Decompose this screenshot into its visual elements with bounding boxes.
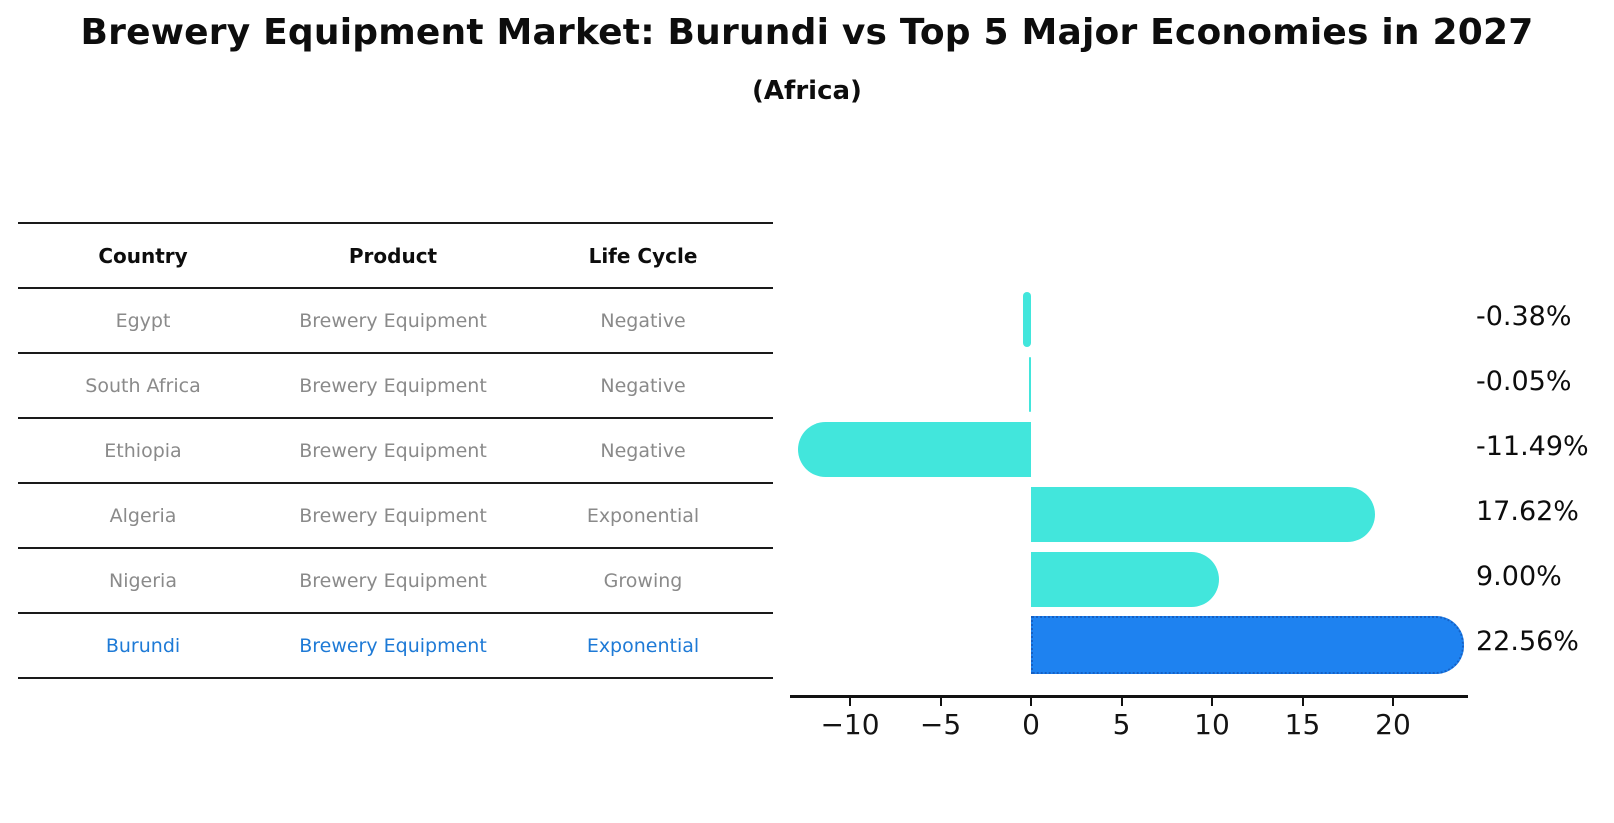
value-label-nigeria: 9.00% bbox=[1476, 560, 1562, 592]
value-label-burundi: 22.56% bbox=[1476, 625, 1579, 657]
bar-ethiopia bbox=[798, 422, 1031, 477]
column-header-lifecycle: Life Cycle bbox=[588, 243, 698, 268]
x-tick-label: 5 bbox=[1112, 708, 1131, 741]
x-tick-label: 0 bbox=[1022, 708, 1040, 741]
cell-country: Nigeria bbox=[109, 569, 177, 592]
x-tick-label: 10 bbox=[1194, 708, 1230, 741]
cell-lifecycle: Negative bbox=[600, 309, 686, 332]
bar-nigeria bbox=[1031, 552, 1219, 607]
x-tick-label: 15 bbox=[1284, 708, 1321, 741]
table-row-egypt: Egypt Brewery Equipment Negative bbox=[18, 289, 773, 354]
cell-country: South Africa bbox=[85, 374, 201, 397]
cell-product: Brewery Equipment bbox=[299, 374, 487, 397]
cell-product: Brewery Equipment bbox=[299, 504, 487, 527]
x-tick bbox=[849, 695, 851, 706]
cell-country: Ethiopia bbox=[104, 439, 182, 462]
table-header-row: Country Product Life Cycle bbox=[18, 224, 773, 289]
x-axis bbox=[790, 695, 1468, 698]
x-tick-label: 20 bbox=[1375, 708, 1411, 741]
chart-title: Brewery Equipment Market: Burundi vs Top… bbox=[80, 12, 1534, 53]
bar-egypt bbox=[1023, 292, 1031, 347]
x-tick bbox=[1120, 695, 1123, 706]
x-tick-label: −5 bbox=[919, 708, 962, 741]
x-tick bbox=[1301, 695, 1304, 706]
x-tick bbox=[1211, 695, 1213, 706]
cell-product: Brewery Equipment bbox=[299, 569, 487, 592]
bar-algeria bbox=[1031, 487, 1375, 542]
country-comparison-table: Country Product Life Cycle Egypt Brewery… bbox=[18, 222, 773, 679]
cell-product: Brewery Equipment bbox=[299, 439, 487, 462]
cell-lifecycle: Exponential bbox=[586, 504, 700, 527]
value-label-egypt: -0.38% bbox=[1476, 300, 1572, 332]
table-row-ethiopia: Ethiopia Brewery Equipment Negative bbox=[18, 419, 773, 484]
table-row-algeria: Algeria Brewery Equipment Exponential bbox=[18, 484, 773, 549]
column-header-country: Country bbox=[98, 243, 188, 268]
x-tick bbox=[1030, 695, 1032, 706]
cell-lifecycle: Growing bbox=[603, 569, 683, 592]
cell-country: Algeria bbox=[109, 504, 177, 527]
bar-south-africa bbox=[1029, 357, 1031, 412]
cell-lifecycle: Exponential bbox=[586, 634, 700, 657]
value-label-south-africa: -0.05% bbox=[1476, 365, 1572, 397]
x-tick bbox=[939, 695, 942, 706]
table-row-burundi: Burundi Brewery Equipment Exponential bbox=[18, 614, 773, 679]
cell-product: Brewery Equipment bbox=[299, 309, 487, 332]
cell-lifecycle: Negative bbox=[600, 374, 686, 397]
x-tick bbox=[1392, 695, 1394, 706]
x-tick-label: −10 bbox=[820, 708, 880, 741]
bar-burundi bbox=[1031, 615, 1464, 674]
table-row-nigeria: Nigeria Brewery Equipment Growing bbox=[18, 549, 773, 614]
value-label-algeria: 17.62% bbox=[1476, 495, 1579, 527]
cell-lifecycle: Negative bbox=[600, 439, 686, 462]
cell-country: Burundi bbox=[105, 634, 181, 657]
table-row-south-africa: South Africa Brewery Equipment Negative bbox=[18, 354, 773, 419]
value-label-ethiopia: -11.49% bbox=[1476, 430, 1589, 462]
cell-country: Egypt bbox=[115, 309, 171, 332]
cell-product: Brewery Equipment bbox=[299, 634, 487, 657]
chart-subtitle: (Africa) bbox=[752, 76, 862, 106]
column-header-product: Product bbox=[348, 243, 438, 268]
